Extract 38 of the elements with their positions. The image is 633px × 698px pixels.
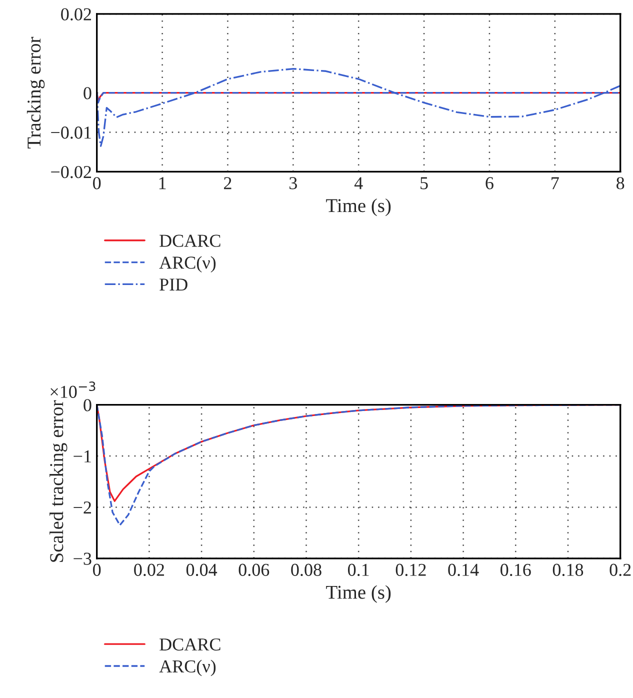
y-tick-label: −0.01 — [51, 126, 91, 139]
legend-label: DCARC — [160, 234, 220, 247]
legend-label: PID — [160, 278, 188, 291]
x-tick-label: 2 — [224, 177, 232, 190]
y-axis-title: Scaled tracking error — [50, 400, 68, 562]
y-tick-label: 0 — [84, 399, 92, 412]
y-axis-title: Tracking error — [26, 36, 45, 149]
y-tick-label: −0.02 — [51, 166, 91, 178]
x-tick-label: 0.14 — [448, 564, 479, 576]
x-tick-label: 0.08 — [291, 564, 322, 576]
x-tick-label: 0.02 — [134, 564, 164, 576]
x-tick-label: 0.1 — [348, 564, 369, 576]
x-tick-label: 0.06 — [238, 564, 270, 576]
y-tick-label: −1 — [74, 450, 91, 462]
x-tick-label: 8 — [616, 177, 624, 190]
x-tick-label: 4 — [354, 177, 363, 190]
y-tick-label: 0 — [84, 87, 92, 100]
x-tick-label: 1 — [159, 177, 166, 190]
y-tick-label: −2 — [74, 502, 91, 514]
text: ×10$^{−3}$ — [50, 381, 96, 398]
legend-label: DCARC — [160, 638, 220, 651]
legend-label: ARC(ν) — [159, 660, 216, 676]
x-tick-label: 6 — [486, 177, 494, 190]
x-tick-label: 3 — [290, 177, 297, 190]
x-tick-label: 0.18 — [552, 564, 584, 576]
x-tick-label: 0 — [93, 564, 101, 576]
y-tick-label: 0.02 — [61, 8, 91, 20]
x-tick-label: 7 — [552, 177, 559, 190]
x-tick-label: 0.2 — [610, 564, 631, 576]
x-axis-title: Time (s) — [326, 585, 391, 603]
x-tick-label: 0.12 — [396, 564, 426, 576]
x-tick-label: 5 — [420, 177, 428, 190]
y-tick-label: −3 — [74, 552, 92, 565]
x-tick-label: 0.04 — [186, 564, 218, 576]
x-tick-label: 0.16 — [500, 564, 531, 576]
x-tick-label: 0 — [93, 177, 101, 190]
x-axis-title: Time (s) — [326, 198, 391, 216]
legend-label: ARC(ν) — [159, 256, 216, 272]
